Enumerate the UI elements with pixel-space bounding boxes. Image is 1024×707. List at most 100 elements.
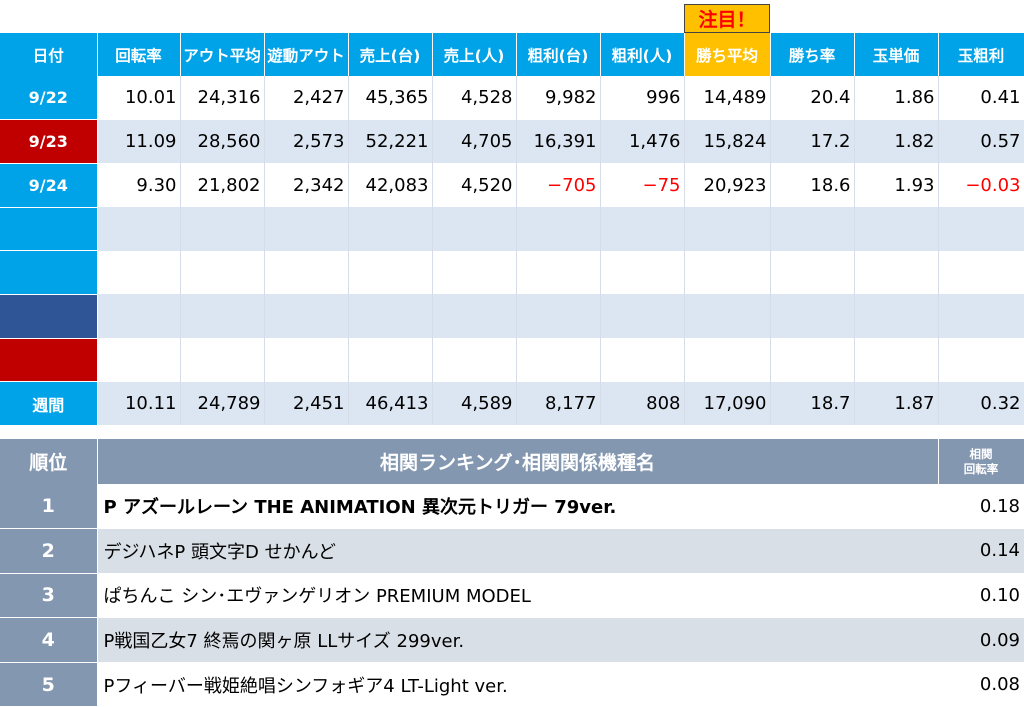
value-cell: 9.30 [97, 163, 181, 208]
table-row: 9/22 10.01 24,316 2,427 45,365 4,528 9,9… [0, 76, 1024, 121]
value-cell: 45,365 [348, 76, 433, 120]
correlation-rate-header-line1: 相関 [969, 446, 993, 461]
negative-value-cell: −705 [516, 163, 601, 208]
value-cell [684, 250, 771, 295]
value-cell [432, 338, 517, 382]
attention-badge: 注目！ [684, 4, 770, 33]
value-cell [516, 338, 601, 382]
date-cell: 9/22 [0, 76, 98, 121]
correlation-rate: 0.10 [938, 573, 1024, 619]
header-win-average: 勝ち平均 [684, 33, 771, 76]
section-gap [0, 425, 1024, 439]
value-cell: 16,391 [516, 119, 601, 164]
value-cell: 4,589 [432, 381, 517, 426]
header-profit-machine: 粗利(台) [516, 33, 601, 76]
value-cell [600, 294, 685, 339]
value-cell: 8,177 [516, 381, 601, 426]
value-cell [770, 250, 855, 295]
rank-number: 3 [0, 573, 98, 619]
header-out-average: アウト平均 [180, 33, 265, 76]
value-cell [432, 294, 517, 339]
rank-number: 5 [0, 662, 98, 707]
value-cell [432, 250, 517, 295]
value-cell [180, 207, 265, 251]
value-cell [348, 338, 433, 382]
correlation-rate: 0.14 [938, 528, 1024, 574]
value-cell [516, 294, 601, 339]
value-cell: 0.32 [938, 381, 1024, 426]
value-cell [97, 338, 181, 382]
ranking-row: 4 P戦国乙女7 終焉の関ヶ原 LLサイズ 299ver. 0.09 [0, 617, 1024, 663]
rank-number: 1 [0, 484, 98, 530]
value-cell: 17,090 [684, 381, 771, 426]
value-cell: 28,560 [180, 119, 265, 164]
ranking-row: 2 デジハネP 頭文字D せかんど 0.14 [0, 528, 1024, 574]
value-cell: 9,982 [516, 76, 601, 120]
rank-header: 順位 [0, 439, 98, 484]
value-cell [348, 207, 433, 251]
rank-number: 2 [0, 528, 98, 574]
value-cell: 2,427 [264, 76, 349, 120]
value-cell: 42,083 [348, 163, 433, 208]
value-cell [264, 294, 349, 339]
top-bar: 注目！ [0, 0, 1024, 33]
date-cell [0, 294, 98, 339]
value-cell [516, 250, 601, 295]
header-date: 日付 [0, 33, 98, 76]
value-cell [264, 250, 349, 295]
header-ball-profit: 玉粗利 [938, 33, 1024, 76]
correlation-rate: 0.18 [938, 484, 1024, 530]
model-name: Pフィーバー戦姫絶唱シンフォギア4 LT-Light ver. [97, 662, 938, 707]
value-cell [600, 207, 685, 251]
table-row: 9/24 9.30 21,802 2,342 42,083 4,520 −705… [0, 163, 1024, 208]
stats-header-row: 日付 回転率 アウト平均 遊動アウト 売上(台) 売上(人) 粗利(台) 粗利(… [0, 33, 1024, 76]
value-cell: 18.7 [770, 381, 855, 426]
value-cell: 14,489 [684, 76, 771, 120]
weekly-row: 週間 10.11 24,789 2,451 46,413 4,589 8,177… [0, 381, 1024, 426]
date-cell [0, 250, 98, 295]
ranking-row: 5 Pフィーバー戦姫絶唱シンフォギア4 LT-Light ver. 0.08 [0, 662, 1024, 707]
value-cell [97, 207, 181, 251]
value-cell [348, 250, 433, 295]
value-cell [854, 250, 939, 295]
table-row [0, 338, 1024, 383]
value-cell: 1,476 [600, 119, 685, 164]
value-cell: 2,451 [264, 381, 349, 426]
value-cell [684, 294, 771, 339]
model-name-header: 相関ランキング･相関関係機種名 [97, 439, 939, 484]
value-cell: 20.4 [770, 76, 855, 120]
correlation-rate-header-line2: 回転率 [963, 461, 999, 476]
value-cell [264, 338, 349, 382]
value-cell: 10.01 [97, 76, 181, 120]
correlation-rate-header: 相関 回転率 [938, 439, 1024, 484]
value-cell: 996 [600, 76, 685, 120]
weekly-label: 週間 [0, 381, 98, 426]
correlation-ranking-table: 順位 相関ランキング･相関関係機種名 相関 回転率 1 P アズールレーン TH… [0, 439, 1024, 707]
header-profit-person: 粗利(人) [600, 33, 685, 76]
value-cell [97, 250, 181, 295]
header-ball-unit-price: 玉単価 [854, 33, 939, 76]
value-cell: 46,413 [348, 381, 433, 426]
value-cell [180, 338, 265, 382]
table-row [0, 294, 1024, 339]
value-cell [432, 207, 517, 251]
ranking-row: 1 P アズールレーン THE ANIMATION 異次元トリガー 79ver.… [0, 484, 1024, 530]
negative-value-cell: −75 [600, 163, 685, 208]
ranking-header-row: 順位 相関ランキング･相関関係機種名 相関 回転率 [0, 439, 1024, 484]
date-cell: 9/24 [0, 163, 98, 208]
value-cell [854, 338, 939, 382]
value-cell [938, 338, 1024, 382]
value-cell: 24,316 [180, 76, 265, 120]
value-cell: 0.41 [938, 76, 1024, 120]
value-cell: 2,573 [264, 119, 349, 164]
value-cell: 17.2 [770, 119, 855, 164]
value-cell [600, 250, 685, 295]
model-name: デジハネP 頭文字D せかんど [97, 528, 938, 574]
value-cell: 2,342 [264, 163, 349, 208]
value-cell [938, 207, 1024, 251]
value-cell: 808 [600, 381, 685, 426]
negative-value-cell: −0.03 [938, 163, 1024, 208]
value-cell [938, 250, 1024, 295]
header-sales-person: 売上(人) [432, 33, 517, 76]
value-cell: 4,705 [432, 119, 517, 164]
